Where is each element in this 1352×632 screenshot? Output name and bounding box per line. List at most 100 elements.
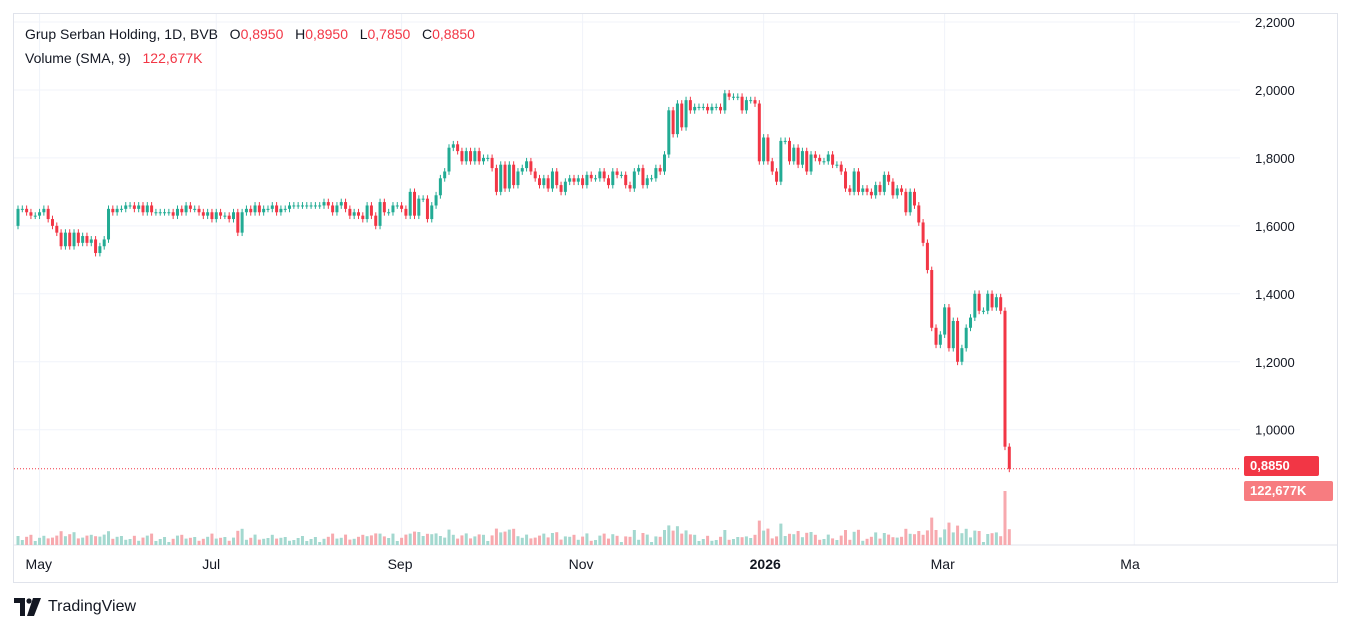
- y-tick-label: 1,4000: [1255, 287, 1295, 302]
- volume-bar: [878, 538, 882, 545]
- tradingview-brand[interactable]: TradingView: [14, 598, 136, 616]
- volume-bar: [279, 537, 283, 545]
- candle-body: [305, 205, 309, 207]
- volume-bar: [654, 536, 658, 545]
- volume-bar: [994, 532, 998, 545]
- volume-bar: [538, 535, 542, 545]
- y-tick-label: 2,0000: [1255, 83, 1295, 98]
- volume-bar: [818, 539, 822, 545]
- candle-body: [227, 215, 231, 220]
- volume-bar: [507, 529, 511, 545]
- candle-body: [706, 106, 710, 111]
- volume-bar: [693, 534, 697, 545]
- volume-bar: [874, 532, 878, 545]
- volume-bar: [887, 534, 891, 545]
- candle-body: [288, 205, 292, 209]
- candle-body: [171, 212, 175, 216]
- volume-bar: [960, 533, 964, 545]
- candle-body: [546, 178, 550, 189]
- candle-body: [809, 154, 813, 172]
- volume-bar: [783, 536, 787, 545]
- candle-body: [818, 157, 822, 162]
- volume-bar: [619, 542, 623, 545]
- candle-body: [594, 178, 598, 180]
- volume-bar: [624, 536, 628, 545]
- candle-body: [740, 96, 744, 111]
- candle-body: [94, 239, 98, 254]
- candle-body: [438, 178, 442, 196]
- candle-body: [223, 215, 227, 217]
- volume-bar: [736, 537, 740, 545]
- candle-body: [300, 205, 304, 207]
- candle-body: [425, 198, 429, 220]
- candle-body: [766, 137, 770, 162]
- volume-bar: [891, 537, 895, 545]
- legend-open-value: 0,8950: [240, 26, 284, 42]
- candle-body: [775, 171, 779, 182]
- volume-bar: [128, 539, 132, 545]
- volume-bar: [697, 541, 701, 545]
- volume-bar: [714, 540, 718, 545]
- candle-body: [180, 208, 184, 213]
- candle-body: [969, 317, 973, 328]
- candle-body: [805, 151, 809, 172]
- volume-bar: [309, 539, 313, 545]
- volume-bar: [947, 522, 951, 545]
- volume-bar: [322, 538, 326, 545]
- candle-body: [559, 185, 563, 192]
- volume-bar: [546, 537, 550, 545]
- volume-bar: [757, 520, 761, 545]
- volume-bar: [904, 528, 908, 545]
- candle-body: [72, 232, 76, 247]
- volume-bar: [568, 536, 572, 545]
- volume-bar: [477, 534, 481, 545]
- volume-bar: [775, 536, 779, 545]
- candle-body: [141, 205, 145, 213]
- candle-body: [98, 246, 102, 254]
- volume-bar: [766, 528, 770, 545]
- candle-body: [606, 178, 610, 186]
- candle-body: [671, 110, 675, 135]
- y-tick-label: 1,0000: [1255, 423, 1295, 438]
- volume-bar: [895, 537, 899, 545]
- volume-bar: [356, 536, 360, 545]
- volume-bar: [787, 533, 791, 545]
- volume-bar: [796, 531, 800, 545]
- grid: [14, 14, 1338, 546]
- last-volume-label: 122,677K: [1244, 481, 1333, 501]
- volume-bar: [145, 535, 149, 545]
- candle-body: [404, 208, 408, 216]
- volume-bar: [744, 536, 748, 545]
- candle-body: [219, 212, 223, 216]
- volume-bar: [969, 537, 973, 545]
- volume-bar: [826, 534, 830, 545]
- volume-bar: [930, 517, 934, 545]
- volume-bar: [50, 537, 54, 545]
- volume-bar: [89, 534, 93, 545]
- candle-body: [240, 212, 244, 233]
- candle-body: [602, 171, 606, 179]
- candle-body: [529, 161, 533, 172]
- volume-bar: [921, 534, 925, 545]
- volume-bar: [563, 536, 567, 545]
- volume-bar: [206, 536, 210, 545]
- candle-body: [214, 212, 218, 220]
- volume-bar: [391, 533, 395, 545]
- volume-bar: [533, 537, 537, 545]
- volume-bar: [684, 530, 688, 545]
- candle-body: [973, 293, 977, 318]
- candle-body: [481, 157, 485, 162]
- volume-bar: [344, 534, 348, 545]
- candle-body: [555, 171, 559, 186]
- volume-bar: [171, 538, 175, 545]
- volume-bar: [175, 535, 179, 545]
- legend-low-label: L: [359, 26, 368, 42]
- candle-body: [632, 171, 636, 189]
- volume-bar: [594, 540, 598, 545]
- legend-symbol: Grup Serban Holding, 1D, BVB: [25, 26, 218, 42]
- candle-body: [658, 168, 662, 172]
- candle-body: [701, 106, 705, 108]
- volume-bar: [615, 535, 619, 545]
- volume-bar: [792, 534, 796, 545]
